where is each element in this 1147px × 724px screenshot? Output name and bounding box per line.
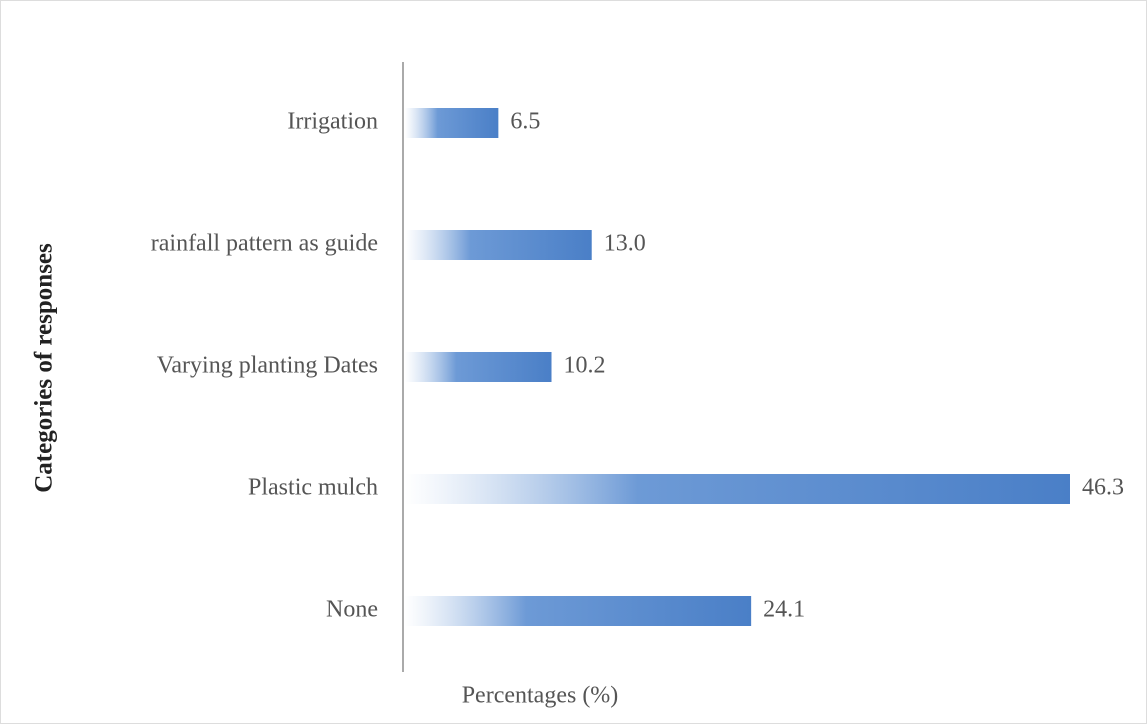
bar — [405, 108, 499, 138]
y-tick-label: None — [326, 597, 378, 623]
bar — [405, 230, 592, 260]
bar — [405, 352, 552, 382]
value-label: 6.5 — [510, 109, 540, 135]
bar — [405, 596, 752, 626]
bar — [405, 474, 1070, 504]
y-tick-label: rainfall pattern as guide — [151, 231, 378, 257]
y-tick-label: Varying planting Dates — [157, 353, 378, 379]
x-axis-title: Percentages (%) — [462, 683, 619, 709]
value-label: 46.3 — [1082, 475, 1124, 501]
y-axis-title: Categories of responses — [31, 243, 58, 493]
y-tick-label: Irrigation — [287, 109, 378, 135]
value-label: 24.1 — [763, 597, 805, 623]
value-label: 10.2 — [564, 353, 606, 379]
y-tick-label: Plastic mulch — [248, 475, 378, 501]
value-label: 13.0 — [604, 231, 646, 257]
